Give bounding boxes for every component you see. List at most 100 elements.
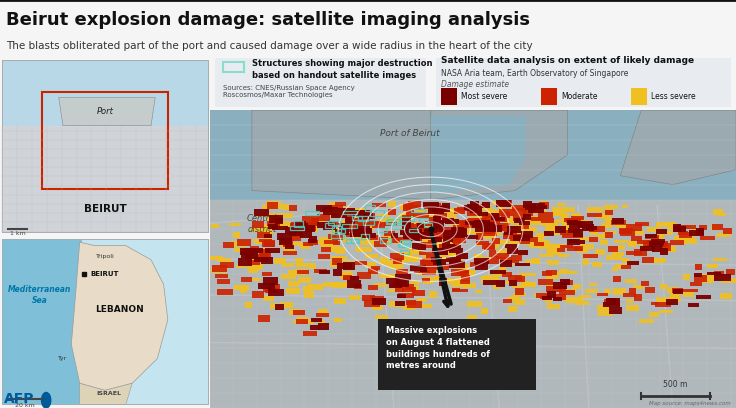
Bar — [536, 233, 547, 237]
Text: Structures showing major destruction: Structures showing major destruction — [252, 60, 432, 69]
Bar — [540, 295, 551, 299]
Bar — [470, 206, 482, 213]
Bar — [481, 224, 495, 231]
Bar — [282, 243, 294, 248]
Bar — [422, 278, 431, 282]
Bar — [406, 234, 413, 239]
Bar — [453, 237, 461, 244]
Bar — [548, 304, 559, 309]
Bar — [240, 248, 255, 255]
Bar — [471, 204, 485, 208]
Bar — [550, 244, 562, 248]
Bar — [342, 220, 354, 226]
Bar — [495, 200, 511, 206]
Bar — [707, 264, 718, 268]
Bar — [453, 208, 464, 215]
Bar — [576, 248, 584, 251]
Bar — [289, 205, 297, 211]
Bar — [436, 229, 444, 233]
Bar — [528, 203, 545, 208]
Bar — [498, 227, 507, 231]
Bar — [445, 219, 459, 224]
Bar — [665, 246, 675, 252]
Bar — [343, 262, 355, 270]
Bar — [388, 209, 397, 215]
Bar — [489, 270, 506, 274]
Bar — [424, 204, 431, 210]
Bar — [626, 299, 633, 303]
Bar — [483, 217, 498, 222]
Bar — [464, 224, 473, 228]
Bar — [361, 234, 369, 239]
Bar — [250, 246, 259, 253]
Bar — [358, 210, 372, 214]
Bar — [662, 222, 674, 225]
Bar — [492, 283, 501, 289]
Bar — [539, 233, 546, 235]
Bar — [402, 215, 411, 222]
Bar — [601, 240, 608, 245]
Bar — [297, 319, 308, 324]
Bar — [513, 293, 526, 296]
Bar — [283, 244, 293, 247]
Bar — [261, 248, 268, 253]
Bar — [623, 293, 636, 297]
Bar — [564, 218, 578, 222]
Bar — [331, 234, 344, 237]
Bar — [443, 230, 455, 237]
Bar — [495, 217, 505, 222]
Bar — [408, 202, 414, 208]
Bar — [340, 274, 350, 279]
Bar — [492, 201, 501, 205]
Bar — [229, 223, 241, 226]
Bar — [402, 287, 417, 292]
Bar — [443, 236, 453, 242]
Bar — [236, 285, 250, 290]
Bar — [423, 255, 431, 261]
Bar — [215, 274, 228, 278]
Bar — [561, 231, 575, 235]
Bar — [241, 252, 253, 258]
Bar — [523, 282, 531, 286]
Bar — [523, 226, 537, 232]
Bar — [369, 210, 383, 215]
Bar — [421, 242, 433, 248]
Bar — [501, 212, 510, 218]
Bar — [468, 218, 480, 225]
Bar — [668, 226, 679, 230]
Bar — [254, 254, 269, 261]
Bar — [523, 201, 532, 208]
Bar — [309, 236, 316, 243]
Bar — [408, 224, 423, 229]
Bar — [332, 226, 342, 232]
Bar — [478, 205, 492, 211]
Bar — [543, 231, 551, 235]
Bar — [252, 277, 261, 281]
Bar — [456, 277, 468, 283]
Bar — [224, 242, 234, 248]
Bar — [492, 226, 504, 231]
Bar — [331, 214, 347, 218]
Bar — [319, 270, 330, 274]
Bar — [350, 229, 364, 237]
Bar — [296, 223, 308, 230]
Bar — [257, 232, 270, 238]
Bar — [522, 283, 534, 287]
Bar — [258, 239, 272, 242]
Bar — [262, 272, 272, 276]
Bar — [649, 312, 659, 317]
Bar — [475, 218, 486, 225]
Bar — [331, 256, 347, 260]
Bar — [453, 242, 461, 248]
Bar — [557, 203, 565, 206]
Bar — [452, 238, 466, 242]
Bar — [285, 234, 295, 239]
Bar — [403, 256, 417, 262]
Bar — [280, 239, 293, 244]
Bar — [694, 275, 707, 282]
Bar — [475, 264, 488, 270]
Bar — [412, 290, 425, 296]
Bar — [674, 235, 681, 241]
Bar — [365, 254, 378, 258]
Bar — [433, 216, 442, 222]
